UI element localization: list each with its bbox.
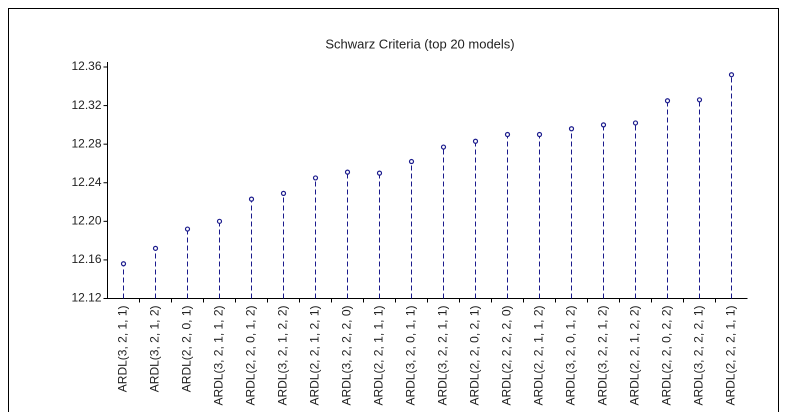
dot	[408, 158, 415, 165]
dot	[568, 126, 575, 132]
dot	[472, 138, 479, 144]
x-tick-label: ARDL(2, 2, 0, 1)	[180, 305, 194, 392]
x-tick-label: ARDL(3, 2, 1, 2, 2)	[276, 306, 290, 406]
x-tick-label: ARDL(3, 2, 0, 1, 1)	[404, 306, 418, 406]
y-tick-label: 12.16	[71, 252, 101, 266]
dot	[664, 98, 671, 104]
dot	[536, 131, 543, 138]
x-tick-label: ARDL(3, 2, 1, 2)	[148, 305, 162, 392]
y-tick-label: 12.12	[71, 291, 101, 305]
x-tick-label: ARDL(2, 2, 2, 1, 1)	[724, 306, 738, 406]
dot	[184, 226, 191, 232]
dot	[632, 120, 639, 126]
x-tick-label: ARDL(3, 2, 2, 1, 2)	[596, 306, 610, 406]
chart-title: Schwarz Criteria (top 20 models)	[325, 36, 514, 51]
y-tick-label: 12.24	[71, 175, 101, 189]
x-tick-label: ARDL(2, 2, 0, 2, 1)	[468, 306, 482, 406]
dot	[376, 170, 383, 176]
frame	[8, 8, 779, 412]
dot	[728, 72, 735, 78]
x-tick-label: ARDL(2, 2, 1, 1, 2)	[532, 306, 546, 406]
x-tick-label: ARDL(2, 2, 1, 1, 1)	[372, 306, 386, 406]
dot	[440, 144, 447, 150]
x-tick-label: ARDL(2, 2, 2, 2, 0)	[500, 306, 514, 406]
x-tick-label: ARDL(3, 2, 0, 1, 2)	[564, 306, 578, 406]
dot	[152, 245, 159, 251]
dot	[248, 196, 255, 202]
x-tick-label: ARDL(2, 2, 1, 2, 1)	[308, 306, 322, 406]
x-tick-label: ARDL(3, 2, 1, 1, 2)	[212, 306, 226, 406]
dot	[696, 97, 703, 103]
dot	[344, 169, 351, 175]
x-tick-label: ARDL(2, 2, 0, 1, 2)	[244, 306, 258, 406]
x-tick-label: ARDL(2, 2, 0, 2, 2)	[660, 306, 674, 406]
y-tick-label: 12.32	[71, 98, 101, 112]
y-tick-label: 12.20	[71, 214, 101, 228]
dot	[600, 122, 607, 128]
x-tick-label: ARDL(3, 2, 2, 2, 1)	[692, 306, 706, 406]
y-tick-label: 12.36	[71, 59, 101, 73]
dot	[216, 218, 223, 224]
x-tick-label: ARDL(3, 2, 2, 2, 0)	[340, 306, 354, 406]
dot	[504, 131, 511, 138]
dot	[120, 261, 127, 267]
x-tick-label: ARDL(2, 2, 1, 2, 2)	[628, 306, 642, 406]
y-tick-label: 12.28	[71, 136, 101, 150]
x-tick-label: ARDL(3, 2, 1, 1)	[116, 305, 130, 392]
dot	[312, 175, 319, 181]
x-tick-label: ARDL(3, 2, 2, 1, 1)	[436, 306, 450, 406]
dot	[280, 190, 287, 196]
